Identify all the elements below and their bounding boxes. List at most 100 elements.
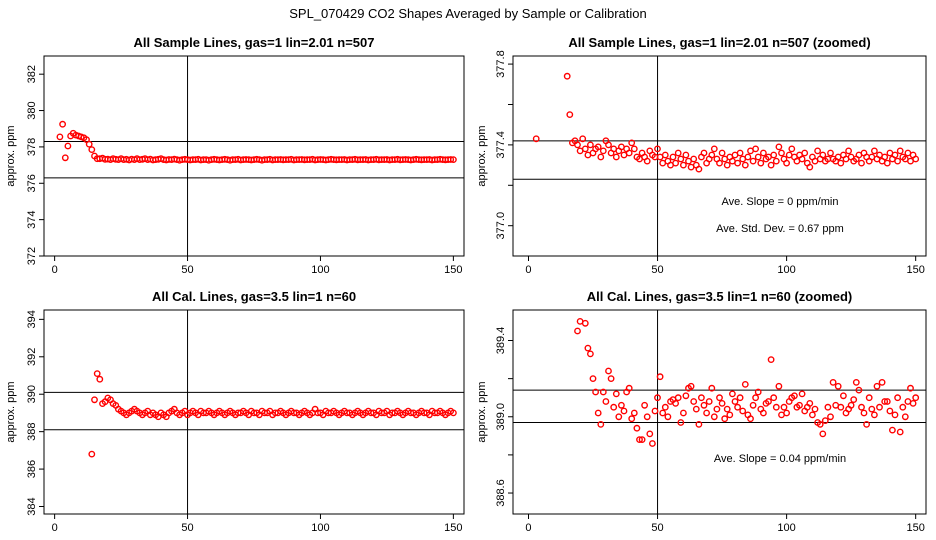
data-point	[726, 411, 734, 419]
data-point	[909, 399, 917, 407]
data-point	[88, 146, 96, 154]
data-point	[447, 156, 455, 163]
data-point	[734, 159, 741, 167]
data-point	[721, 415, 729, 423]
annotation: Ave. Slope = 0 ppm/min	[722, 196, 839, 208]
data-point	[767, 356, 775, 363]
x-tick-label: 150	[444, 264, 462, 276]
data-point	[889, 426, 896, 434]
data-point	[449, 156, 457, 164]
data-point	[819, 430, 827, 438]
data-point	[659, 409, 667, 417]
data-point	[891, 411, 899, 419]
data-point	[625, 149, 633, 157]
y-tick-label: 372	[26, 247, 38, 265]
data-point	[778, 149, 785, 157]
y-tick-label: 388.6	[495, 479, 507, 507]
data-point	[710, 145, 718, 153]
data-point	[641, 401, 648, 409]
data-point	[806, 399, 814, 407]
data-point	[610, 403, 618, 411]
data-point	[896, 428, 904, 436]
data-point	[587, 141, 594, 149]
data-point	[734, 403, 741, 411]
chart-title: All Cal. Lines, gas=3.5 lin=1 n=60 (zoom…	[587, 289, 853, 304]
data-point	[638, 436, 646, 443]
data-point	[868, 405, 876, 413]
data-point	[587, 350, 594, 358]
data-point	[677, 419, 685, 426]
chart-title: All Sample Lines, gas=1 lin=2.01 n=507	[134, 35, 375, 50]
data-point	[674, 394, 682, 402]
data-point	[780, 403, 788, 411]
data-point	[855, 386, 863, 394]
data-point	[796, 401, 803, 409]
data-point	[643, 413, 651, 421]
data-point	[754, 153, 762, 161]
data-point	[710, 413, 718, 421]
data-point	[770, 151, 778, 159]
y-tick-label: 389.0	[495, 403, 507, 431]
chart-title: All Sample Lines, gas=1 lin=2.01 n=507 (…	[568, 35, 870, 50]
y-axis-label: approx. ppm	[5, 125, 17, 186]
y-axis-label: approx. ppm	[5, 381, 17, 442]
y-axis-label: approx. ppm	[476, 381, 488, 442]
data-point	[563, 72, 571, 80]
x-tick-label: 150	[906, 522, 924, 534]
data-point	[602, 398, 610, 405]
y-tick-label: 384	[26, 497, 38, 515]
data-point	[760, 409, 767, 417]
data-point	[871, 411, 878, 419]
data-point	[912, 394, 920, 402]
x-tick-label: 100	[311, 264, 329, 276]
chart-title: All Cal. Lines, gas=3.5 lin=1 n=60	[152, 289, 356, 304]
data-point	[605, 367, 612, 375]
data-point	[656, 373, 664, 381]
data-point	[878, 378, 886, 386]
x-tick-label: 0	[525, 522, 531, 534]
data-point	[96, 375, 104, 383]
data-point	[589, 375, 597, 382]
data-point	[703, 409, 710, 417]
data-point	[865, 394, 873, 402]
data-point	[574, 141, 581, 149]
data-point	[628, 415, 636, 423]
data-point	[669, 153, 677, 161]
data-point	[85, 140, 93, 148]
data-point	[672, 399, 679, 407]
data-point	[788, 145, 796, 153]
data-point	[814, 147, 821, 155]
x-tick-label: 150	[906, 264, 924, 276]
data-point	[783, 159, 790, 167]
data-point	[687, 382, 695, 390]
x-tick-label: 150	[444, 522, 462, 534]
data-point	[618, 401, 625, 409]
plot-frame	[512, 55, 927, 257]
data-point	[61, 154, 69, 162]
y-tick-label: 389.4	[495, 327, 507, 355]
x-tick-label: 50	[651, 522, 663, 534]
data-point	[821, 417, 829, 424]
y-tick-label: 388	[26, 422, 38, 440]
x-tick-label: 100	[311, 522, 329, 534]
data-point	[59, 120, 66, 128]
data-point	[896, 147, 904, 155]
data-point	[581, 145, 589, 153]
data-point	[661, 151, 669, 159]
data-point	[661, 403, 669, 411]
data-point	[690, 155, 698, 163]
data-point	[827, 149, 834, 157]
data-point	[612, 153, 620, 161]
data-point	[798, 390, 806, 398]
data-point	[729, 390, 736, 398]
data-point	[824, 403, 832, 411]
data-point	[881, 398, 889, 405]
data-point	[886, 407, 894, 415]
data-point	[636, 436, 643, 443]
data-point	[716, 394, 723, 402]
data-point	[876, 403, 883, 411]
data-point	[863, 420, 870, 428]
y-tick-label: 377.0	[495, 212, 507, 240]
data-point	[845, 147, 852, 155]
data-point	[607, 375, 615, 382]
